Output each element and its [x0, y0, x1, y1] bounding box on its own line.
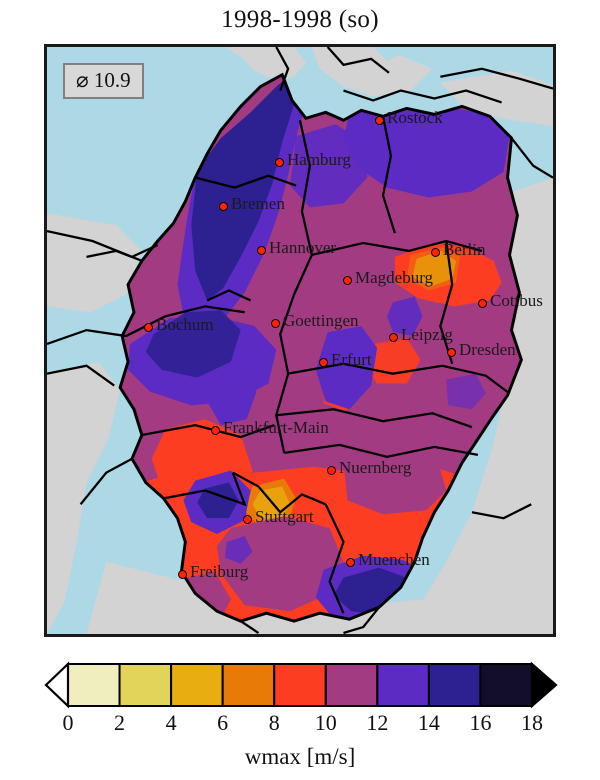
city-dot-icon [178, 570, 187, 579]
choropleth-map [47, 47, 553, 634]
colorbar-tick: 0 [62, 710, 74, 735]
city-dot-icon [211, 426, 220, 435]
city-dot-icon [343, 276, 352, 285]
colorbar-band-8-10 [273, 663, 327, 707]
colorbar-swatches[interactable] [0, 660, 600, 720]
city-dot-icon [257, 246, 266, 255]
city-dot-icon [346, 558, 355, 567]
colorbar-tick: 4 [165, 710, 177, 735]
colorbar-tick: 14 [417, 710, 440, 735]
city-label: Erfurt [331, 350, 372, 369]
city-label: Stuttgart [255, 507, 314, 526]
city-dot-icon [375, 116, 384, 125]
city-label: Bochum [156, 315, 214, 334]
city-label: Goettingen [283, 311, 359, 330]
colorbar-band-14-16 [427, 663, 482, 707]
city-dot-icon [271, 319, 280, 328]
colorbar-tick: 12 [366, 710, 389, 735]
colorbar-over-arrow [530, 661, 558, 709]
city-label: Magdeburg [355, 268, 434, 287]
city-dot-icon [389, 333, 398, 342]
city-label: Hamburg [287, 150, 351, 169]
city-label: Bremen [231, 194, 285, 213]
city-label: Cottbus [490, 291, 543, 310]
colorbar-band-12-14 [376, 663, 430, 707]
city-dot-icon [447, 348, 456, 357]
colorbar-axis-label: wmax [m/s] [244, 744, 356, 769]
city-label: Freiburg [190, 562, 249, 581]
city-label: Hannover [269, 238, 337, 257]
colorbar-band-6-8 [221, 663, 276, 707]
colorbar-tick: 16 [469, 710, 492, 735]
colorbar-tick: 2 [114, 710, 126, 735]
city-dot-icon [431, 248, 440, 257]
colorbar-tick-labels: 0 2 4 6 8 10 12 14 16 18 [0, 712, 600, 740]
city-label: Leipzig [401, 325, 453, 344]
colorbar-band-16-18 [479, 663, 534, 707]
colorbar-tick: 18 [521, 710, 543, 735]
colorbar-band-4-6 [170, 663, 224, 707]
colorbar-under-arrow [44, 661, 70, 709]
page-title: 1998-1998 (so) [221, 6, 379, 33]
colorbar-tick: 10 [314, 710, 337, 735]
city-label: Berlin [443, 240, 486, 259]
city-dot-icon [243, 515, 252, 524]
city-dot-icon [478, 299, 487, 308]
colorbar-band-2-4 [118, 663, 173, 707]
city-dot-icon [319, 358, 328, 367]
map-axes[interactable]: ⌀ 10.9 Rostock Hamburg Bremen Hannover Berli… [44, 44, 556, 637]
city-label: Rostock [387, 108, 443, 127]
colorbar-band-10-12 [324, 663, 379, 707]
mean-annotation: ⌀ 10.9 [63, 63, 144, 99]
city-dot-icon [144, 323, 153, 332]
colorbar-band-0-2 [67, 663, 121, 707]
colorbar-tick: 8 [268, 710, 280, 735]
colorbar-tick: 6 [217, 710, 229, 735]
colorbar[interactable]: 0 2 4 6 8 10 12 14 16 18 wmax [m/s] [0, 660, 600, 780]
foreign-land-layer [47, 47, 553, 634]
city-dot-icon [219, 202, 228, 211]
city-dot-icon [275, 158, 284, 167]
city-label: Dresden [459, 340, 516, 359]
city-label: Muenchen [358, 550, 430, 569]
city-dot-icon [327, 466, 336, 475]
border-layer [47, 47, 553, 634]
city-label: Nuernberg [339, 458, 412, 477]
city-label: Frankfurt-Main [223, 418, 329, 437]
